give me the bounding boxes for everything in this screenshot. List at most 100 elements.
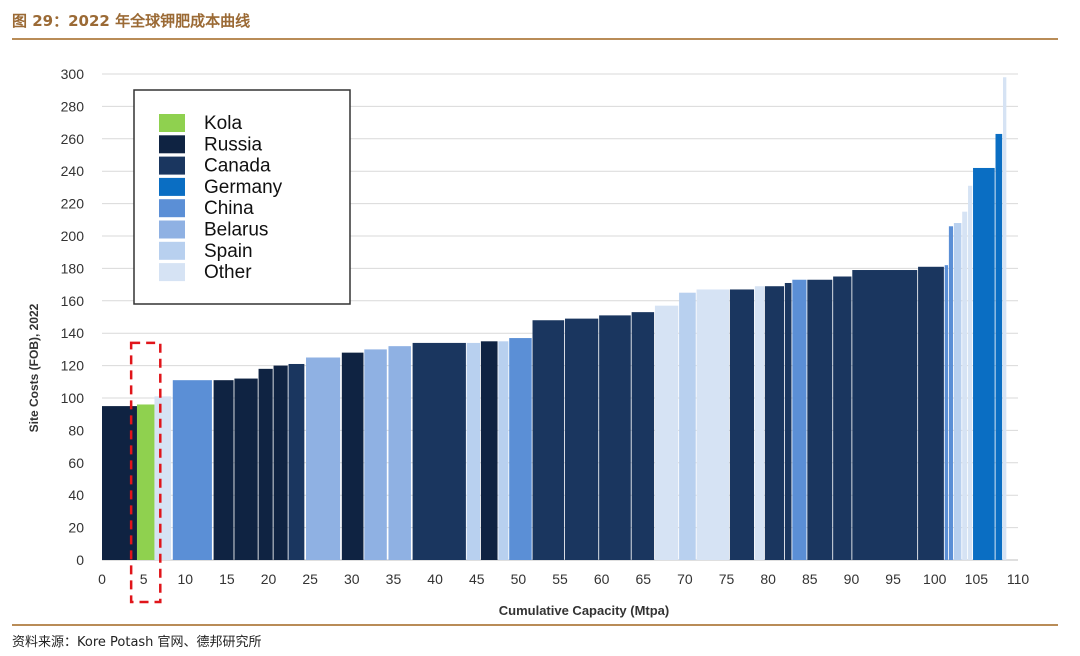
bar-canada (412, 342, 466, 560)
x-tick-label: 40 (427, 571, 443, 587)
y-tick-label: 100 (61, 390, 85, 406)
y-tick-label: 240 (61, 163, 85, 179)
x-tick-label: 75 (719, 571, 735, 587)
x-tick-label: 20 (261, 571, 277, 587)
x-tick-label: 95 (885, 571, 901, 587)
bar-russia (341, 352, 364, 560)
bar-belarus (364, 349, 387, 560)
bars-group (102, 77, 1007, 561)
bar-canada (564, 318, 599, 560)
bar-other (968, 185, 973, 560)
bar-canada (599, 315, 631, 560)
y-tick-label: 160 (61, 293, 85, 309)
x-tick-label: 15 (219, 571, 235, 587)
source-note: 资料来源：Kore Potash 官网、德邦研究所 (12, 635, 262, 650)
x-axis-ticks: 0 5 10 15 20 25 30 35 40 45 50 55 60 65 70 75 80 85 90 95 10… (98, 571, 1029, 587)
x-tick-label: 90 (844, 571, 860, 587)
y-tick-label: 280 (61, 98, 85, 114)
bar-other (754, 286, 765, 560)
bar-canada (807, 279, 833, 560)
x-tick-label: 10 (177, 571, 193, 587)
y-tick-label: 260 (61, 131, 85, 147)
legend-label: Spain (204, 241, 253, 262)
bar-china (792, 279, 807, 560)
bar-russia (213, 380, 234, 560)
top-divider (12, 38, 1058, 40)
bar-russia (480, 341, 498, 560)
bar-china (944, 265, 949, 560)
bar-canada (764, 286, 785, 560)
bar-canada (729, 289, 755, 560)
bar-other (696, 289, 730, 560)
legend-label: Canada (204, 156, 271, 177)
x-tick-label: 60 (594, 571, 610, 587)
x-tick-label: 65 (635, 571, 651, 587)
y-tick-label: 40 (68, 487, 84, 503)
y-tick-label: 180 (61, 260, 85, 276)
x-tick-label: 55 (552, 571, 568, 587)
bottom-divider (12, 624, 1058, 626)
figure-title: 图 29：2022 年全球钾肥成本曲线 (12, 12, 251, 30)
legend-swatch-other (159, 263, 185, 282)
bar-spain (679, 292, 696, 560)
legend-swatch-kola (159, 114, 185, 132)
bar-china (509, 338, 532, 560)
bar-other (154, 396, 172, 560)
x-tick-label: 70 (677, 571, 693, 587)
bar-canada (288, 363, 305, 560)
bar-canada (918, 266, 944, 560)
bar-other (1003, 77, 1007, 561)
bar-china (948, 226, 954, 560)
bar-other (962, 211, 968, 560)
y-axis-label: Site Costs (FOB), 2022 (27, 303, 41, 432)
x-axis-label: Cumulative Capacity (Mtpa) (499, 603, 669, 618)
bar-spain (953, 223, 962, 561)
bar-canada (852, 270, 918, 560)
legend-swatch-spain (159, 241, 185, 260)
y-tick-label: 20 (68, 520, 84, 536)
bar-canada (784, 282, 792, 560)
x-tick-label: 100 (923, 571, 947, 587)
legend-swatch-china (159, 199, 185, 218)
legend-label: Kola (204, 113, 242, 134)
bar-russia (234, 378, 258, 560)
x-tick-label: 35 (386, 571, 402, 587)
y-tick-label: 120 (61, 358, 85, 374)
y-tick-label: 80 (68, 422, 84, 438)
legend-swatch-belarus (159, 220, 185, 239)
bar-spain (466, 342, 481, 560)
y-tick-label: 300 (61, 66, 85, 82)
bar-belarus (388, 346, 411, 560)
legend-label: Other (204, 262, 252, 283)
legend-swatch-germany (159, 177, 185, 196)
legend-swatch-russia (159, 135, 185, 154)
bar-spain (498, 341, 509, 560)
legend-label: China (204, 198, 254, 219)
kola-highlight-box (129, 341, 162, 604)
x-tick-label: 5 (140, 571, 148, 587)
legend-swatch-canada (159, 156, 185, 175)
y-tick-label: 60 (68, 455, 84, 471)
highlight-box (129, 341, 162, 604)
legend-label: Belarus (204, 220, 268, 241)
bar-belarus (306, 357, 341, 560)
bar-china (172, 380, 212, 560)
y-tick-label: 0 (76, 552, 84, 568)
x-tick-label: 45 (469, 571, 485, 587)
x-tick-label: 85 (802, 571, 818, 587)
bar-canada (833, 276, 852, 560)
chart-container: 0 20 40 60 80 100 120 140 160 180 200 220 240 260 280 3… (24, 48, 1064, 624)
y-axis-ticks: 0 20 40 60 80 100 120 140 160 180 200 220 240 260 280 3… (61, 66, 85, 568)
legend-label: Germany (204, 177, 283, 198)
x-tick-label: 25 (302, 571, 318, 587)
bar-germany (995, 133, 1003, 560)
cost-curve-chart: 0204060801001201401601802002202402602803… (27, 66, 1029, 618)
y-tick-label: 140 (61, 325, 85, 341)
x-tick-label: 110 (1007, 571, 1030, 587)
bar-germany (973, 167, 995, 560)
bar-canada (532, 320, 565, 560)
x-tick-label: 50 (511, 571, 527, 587)
y-tick-label: 200 (61, 228, 85, 244)
x-tick-label: 30 (344, 571, 360, 587)
bar-russia (273, 365, 288, 560)
